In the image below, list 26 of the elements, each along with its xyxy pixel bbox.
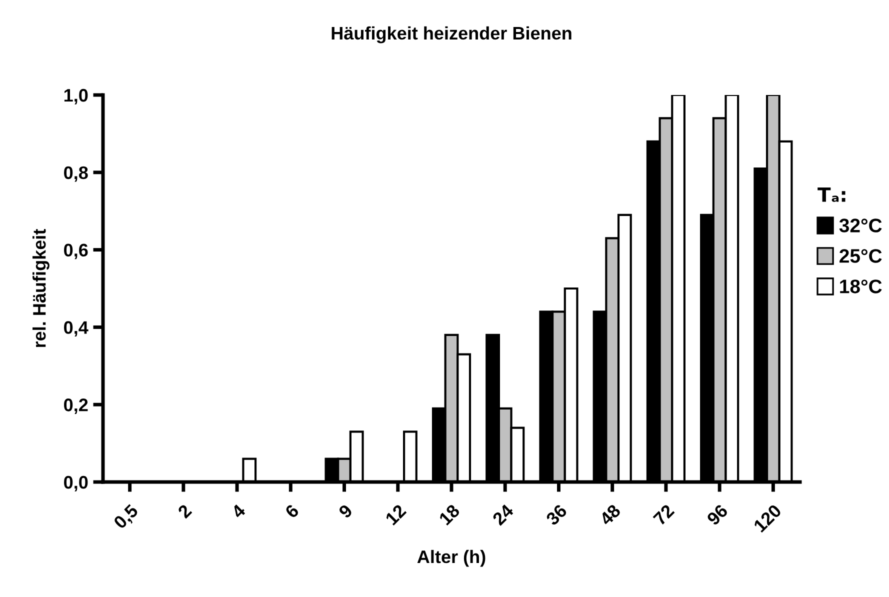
y-tick-label: 0,4	[64, 321, 88, 337]
x-tick-label: 4	[230, 503, 246, 519]
x-tick-label: 96	[706, 504, 728, 526]
legend-label: 18°C	[840, 280, 882, 294]
x-tick-label: 120	[753, 504, 782, 533]
y-axis-title: rel. Häufigkeit	[32, 229, 50, 348]
legend-label: 25°C	[840, 249, 882, 263]
x-tick-label: 48	[598, 504, 622, 526]
y-tick-label: 0,2	[64, 398, 88, 414]
y-tick-label: 0,0	[64, 476, 88, 492]
x-tick-label: 9	[338, 504, 354, 519]
legend-label: 32°C	[839, 218, 882, 232]
x-tick-label: 2	[177, 504, 192, 519]
legend-title: Tₐ:	[818, 188, 846, 202]
x-tick-label: 12	[384, 504, 407, 526]
x-tick-label: 6	[284, 504, 300, 519]
x-tick-label: 0,5	[112, 504, 141, 532]
x-axis-title: Alter (h)	[417, 550, 486, 567]
y-tick-label: 0,6	[64, 244, 88, 260]
y-tick-label: 1,0	[64, 88, 88, 104]
x-tick-label: 72	[652, 504, 675, 526]
y-tick-label: 0,8	[64, 166, 88, 182]
chart-title: Häufigkeit heizender Bienen	[332, 26, 572, 44]
x-tick-label: 36	[545, 504, 568, 526]
x-tick-label: 18	[438, 504, 460, 526]
x-tick-label: 24	[492, 503, 514, 526]
